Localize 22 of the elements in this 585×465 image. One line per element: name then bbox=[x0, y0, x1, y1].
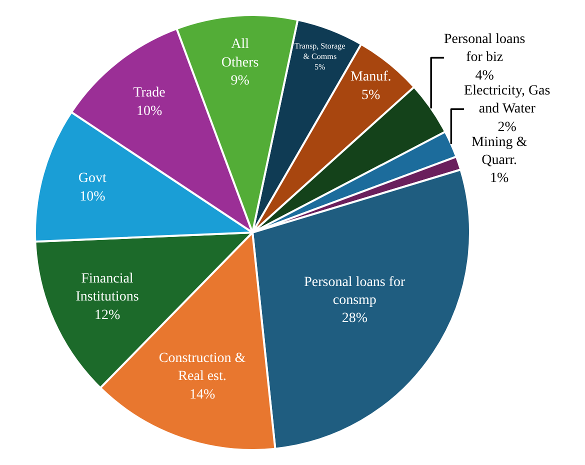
data-label: 12% bbox=[94, 308, 120, 323]
data-label: 4% bbox=[475, 68, 494, 84]
slice-label: Electricity, Gas and Water bbox=[464, 83, 550, 117]
data-label: 5% bbox=[314, 62, 326, 72]
slice-label: Govt bbox=[78, 171, 107, 186]
slice-label: Mining & Quarr. bbox=[471, 134, 528, 168]
slice-label: Manuf. bbox=[350, 70, 392, 85]
data-label: 14% bbox=[189, 387, 216, 402]
data-label: 2% bbox=[498, 120, 517, 135]
slice-label: Personal loans for consmp bbox=[304, 274, 406, 308]
slice-label: Construction & Real est. bbox=[158, 350, 246, 384]
data-label: 10% bbox=[136, 104, 162, 119]
data-label: 28% bbox=[342, 311, 368, 326]
data-label: 5% bbox=[362, 88, 381, 103]
data-label: 9% bbox=[230, 74, 250, 89]
data-label: 1% bbox=[490, 171, 509, 186]
slice-label: Financial Institutions bbox=[76, 271, 139, 305]
slice-label: Transp, Storage & Comms bbox=[294, 41, 346, 61]
slice-label: Trade bbox=[133, 86, 166, 101]
data-label: 10% bbox=[80, 189, 106, 204]
slice-label: All Others bbox=[221, 37, 259, 70]
slice-label: Personal loans for biz bbox=[444, 32, 526, 66]
